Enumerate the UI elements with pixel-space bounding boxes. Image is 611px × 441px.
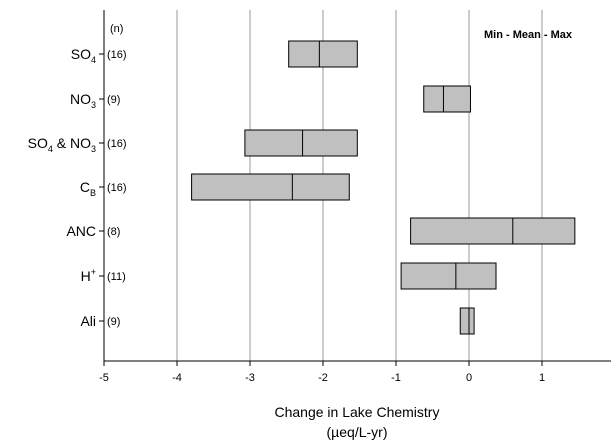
category-label-main2: & NO: [53, 135, 91, 151]
legend-text: Min - Mean - Max: [484, 29, 573, 41]
n-label: (11): [107, 271, 126, 283]
range-bar: [400, 262, 497, 290]
n-header: (n): [110, 23, 123, 35]
category-label: CB: [80, 179, 96, 198]
n-label: (16): [107, 138, 127, 150]
category-label: NO3: [70, 91, 96, 110]
category-label-main: C: [80, 179, 90, 195]
category-label: H+: [81, 267, 96, 284]
category-label-sub: 3: [91, 100, 96, 110]
x-tick-label: 0: [466, 372, 472, 384]
category-label-sub: B: [90, 188, 96, 198]
category-label: SO4 & NO3: [28, 135, 96, 154]
n-label: (9): [107, 94, 120, 106]
x-tick-label: 1: [539, 372, 545, 384]
bars: [191, 40, 576, 335]
x-axis-label: Change in Lake Chemistry: [275, 404, 440, 420]
category-label-main: Ali: [80, 313, 96, 329]
x-tick-label: -4: [172, 372, 182, 384]
category-label: ANC: [66, 223, 96, 239]
category-label-main: SO: [28, 135, 48, 151]
category-label: SO4: [71, 46, 96, 65]
range-bar: [410, 217, 576, 245]
x-tick-label: -2: [318, 372, 328, 384]
range-bar: [191, 173, 350, 201]
category-label-main: H: [81, 268, 91, 284]
x-tick-label: -5: [99, 372, 109, 384]
category-label-main: SO: [71, 46, 91, 62]
x-tick-label: -3: [245, 372, 255, 384]
category-label-sub: 4: [91, 55, 96, 65]
n-label: (16): [107, 49, 127, 61]
category-label-sub: 4: [48, 144, 53, 154]
n-label: (9): [107, 316, 120, 328]
category-label-sub2: 3: [91, 144, 96, 154]
x-ticks: -5 -4 -3 -2 -1 0 1: [99, 361, 545, 384]
range-bar: [459, 307, 475, 335]
x-axis-unit: (µeq/L-yr): [327, 424, 388, 440]
category-labels: SO4 (16)NO3 (9)SO4 & NO3 (16)CB (16)ANC (8)H+…: [28, 46, 127, 329]
n-label: (8): [107, 226, 120, 238]
range-bar: [423, 85, 471, 113]
category-label-main: NO: [70, 91, 91, 107]
category-label-sup: +: [91, 267, 96, 277]
x-tick-label: -1: [391, 372, 401, 384]
range-bar: [244, 129, 358, 157]
axes: [103, 10, 611, 362]
range-bar: [288, 40, 358, 68]
category-label-main: ANC: [66, 223, 96, 239]
n-label: (16): [107, 182, 127, 194]
category-label: Ali: [80, 313, 96, 329]
